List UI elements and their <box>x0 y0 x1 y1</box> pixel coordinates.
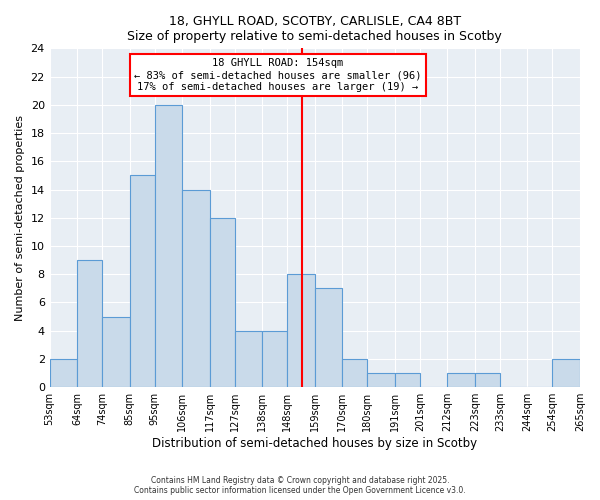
Bar <box>50 359 77 387</box>
Bar <box>262 330 287 387</box>
Bar <box>367 373 395 387</box>
Y-axis label: Number of semi-detached properties: Number of semi-detached properties <box>15 115 25 321</box>
Bar <box>77 260 102 387</box>
Bar <box>235 330 262 387</box>
Text: Contains HM Land Registry data © Crown copyright and database right 2025.
Contai: Contains HM Land Registry data © Crown c… <box>134 476 466 495</box>
Bar <box>475 373 500 387</box>
X-axis label: Distribution of semi-detached houses by size in Scotby: Distribution of semi-detached houses by … <box>152 437 478 450</box>
Bar <box>210 218 235 387</box>
Bar <box>448 373 475 387</box>
Bar <box>395 373 420 387</box>
Bar <box>553 359 580 387</box>
Bar <box>343 359 367 387</box>
Bar <box>102 316 130 387</box>
Bar <box>155 105 182 387</box>
Bar <box>287 274 315 387</box>
Bar <box>182 190 210 387</box>
Bar <box>130 176 155 387</box>
Title: 18, GHYLL ROAD, SCOTBY, CARLISLE, CA4 8BT
Size of property relative to semi-deta: 18, GHYLL ROAD, SCOTBY, CARLISLE, CA4 8B… <box>127 15 502 43</box>
Bar <box>315 288 343 387</box>
Text: 18 GHYLL ROAD: 154sqm
← 83% of semi-detached houses are smaller (96)
17% of semi: 18 GHYLL ROAD: 154sqm ← 83% of semi-deta… <box>134 58 421 92</box>
